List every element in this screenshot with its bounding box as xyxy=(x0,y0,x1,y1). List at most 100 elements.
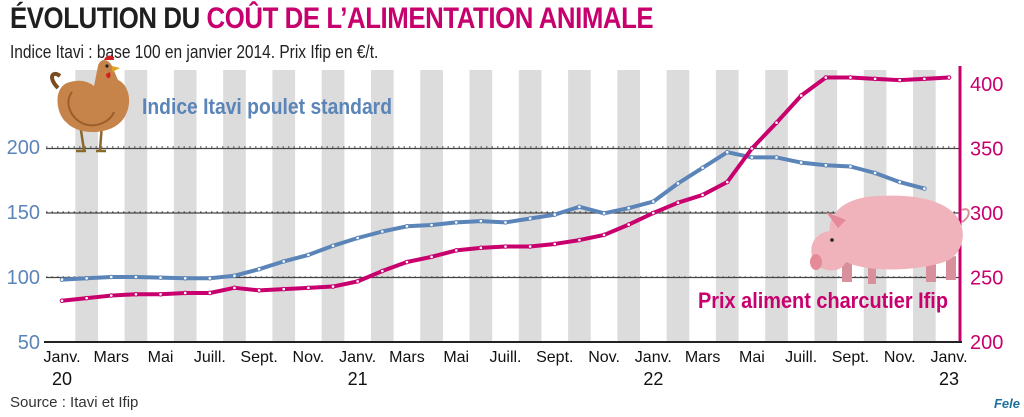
data-point xyxy=(626,205,631,211)
month-band xyxy=(321,70,345,342)
month-band xyxy=(765,70,788,342)
data-point xyxy=(478,245,484,251)
data-point xyxy=(527,244,533,249)
data-point xyxy=(552,212,558,217)
x-year-label: 21 xyxy=(348,369,368,389)
data-point xyxy=(897,179,903,185)
data-point xyxy=(84,295,89,301)
data-point xyxy=(823,162,829,168)
x-tick-label: Janv. xyxy=(43,349,80,366)
x-tick-label: Juill. xyxy=(489,349,521,366)
data-point xyxy=(281,259,287,264)
y-right-tick-label: 350 xyxy=(970,139,1003,161)
data-point xyxy=(897,77,903,83)
data-point xyxy=(503,220,508,225)
y-right-tick-label: 300 xyxy=(970,203,1003,225)
x-tick-label: Janv. xyxy=(635,349,672,366)
data-point xyxy=(355,235,360,241)
data-point xyxy=(306,252,311,258)
x-year-label: 22 xyxy=(643,369,663,389)
series-label-ifip: Prix aliment charcutier Ifip xyxy=(698,288,948,313)
data-point xyxy=(527,216,533,221)
data-point xyxy=(675,181,681,186)
y-right-tick-label: 200 xyxy=(970,332,1003,354)
data-point xyxy=(651,210,656,216)
data-point xyxy=(922,186,927,191)
data-point xyxy=(946,75,952,80)
x-tick-label: Nov. xyxy=(884,349,916,366)
title-part-2: COÛT DE L’ALIMENTATION ANIMALE xyxy=(206,2,654,35)
data-point xyxy=(330,284,336,289)
data-point xyxy=(232,285,237,291)
month-band xyxy=(715,70,739,342)
y-left-tick-label: 50 xyxy=(18,332,40,354)
y-left-tick-label: 150 xyxy=(7,202,40,224)
data-point xyxy=(601,232,607,238)
month-band xyxy=(420,70,443,342)
data-point xyxy=(749,146,755,151)
data-point xyxy=(355,279,360,284)
axis-ticks: 50 100 150 200 200 250 300 350 400 Janv. Mars Mai Ju… xyxy=(7,74,1004,389)
publisher-logo: Fele xyxy=(993,396,1020,411)
month-band xyxy=(173,70,197,342)
series-line-0 xyxy=(60,150,927,282)
data-point xyxy=(256,266,262,272)
x-year-label: 20 xyxy=(52,369,72,389)
data-point xyxy=(848,164,853,169)
series-lines xyxy=(59,75,952,304)
y-right-tick-label: 400 xyxy=(970,74,1003,96)
data-point xyxy=(872,170,878,176)
data-point xyxy=(798,93,804,98)
month-band xyxy=(469,70,493,342)
data-point xyxy=(651,199,656,204)
source-note: Source : Itavi et Ifip xyxy=(10,394,139,411)
data-point xyxy=(700,192,705,198)
data-point xyxy=(774,155,779,160)
x-tick-label: Sept. xyxy=(832,349,869,366)
data-point xyxy=(601,211,607,216)
data-point xyxy=(749,155,755,160)
hen-illustration xyxy=(50,55,130,153)
x-tick-label: Sept. xyxy=(536,349,573,366)
data-point xyxy=(404,259,410,265)
data-point xyxy=(158,275,163,280)
data-point xyxy=(380,229,385,234)
data-point xyxy=(577,237,582,243)
y-right-tick-label: 250 xyxy=(970,268,1003,290)
month-band xyxy=(272,70,296,342)
data-point xyxy=(182,290,188,296)
data-point xyxy=(380,268,385,274)
data-point xyxy=(724,179,730,185)
x-tick-label: Nov. xyxy=(588,349,620,366)
x-tick-label: Mars xyxy=(685,349,721,366)
data-point xyxy=(207,290,213,296)
data-point xyxy=(182,276,188,281)
data-point xyxy=(774,120,779,125)
data-point xyxy=(552,241,558,247)
x-tick-label: Sept. xyxy=(240,349,277,366)
data-point xyxy=(281,286,287,292)
data-point xyxy=(724,149,730,155)
pig-illustration xyxy=(810,195,970,284)
data-point xyxy=(798,160,804,165)
x-tick-label: Janv. xyxy=(339,349,376,366)
data-point xyxy=(675,200,681,205)
data-point xyxy=(848,75,853,80)
x-tick-label: Mai xyxy=(443,349,469,366)
x-tick-label: Mars xyxy=(93,349,129,366)
data-point xyxy=(133,291,139,297)
x-tick-label: Nov. xyxy=(293,349,325,366)
data-point xyxy=(306,285,311,291)
data-point xyxy=(577,204,582,210)
series-label-itavi: Indice Itavi poulet standard xyxy=(142,94,392,119)
data-point xyxy=(453,220,459,225)
x-tick-label: Mai xyxy=(148,349,174,366)
x-tick-label: Juill. xyxy=(785,349,817,366)
data-point xyxy=(108,293,114,298)
data-point xyxy=(453,248,459,253)
data-point xyxy=(823,75,829,80)
data-point xyxy=(108,274,114,280)
data-point xyxy=(232,273,237,279)
y-left-tick-label: 200 xyxy=(7,137,40,159)
